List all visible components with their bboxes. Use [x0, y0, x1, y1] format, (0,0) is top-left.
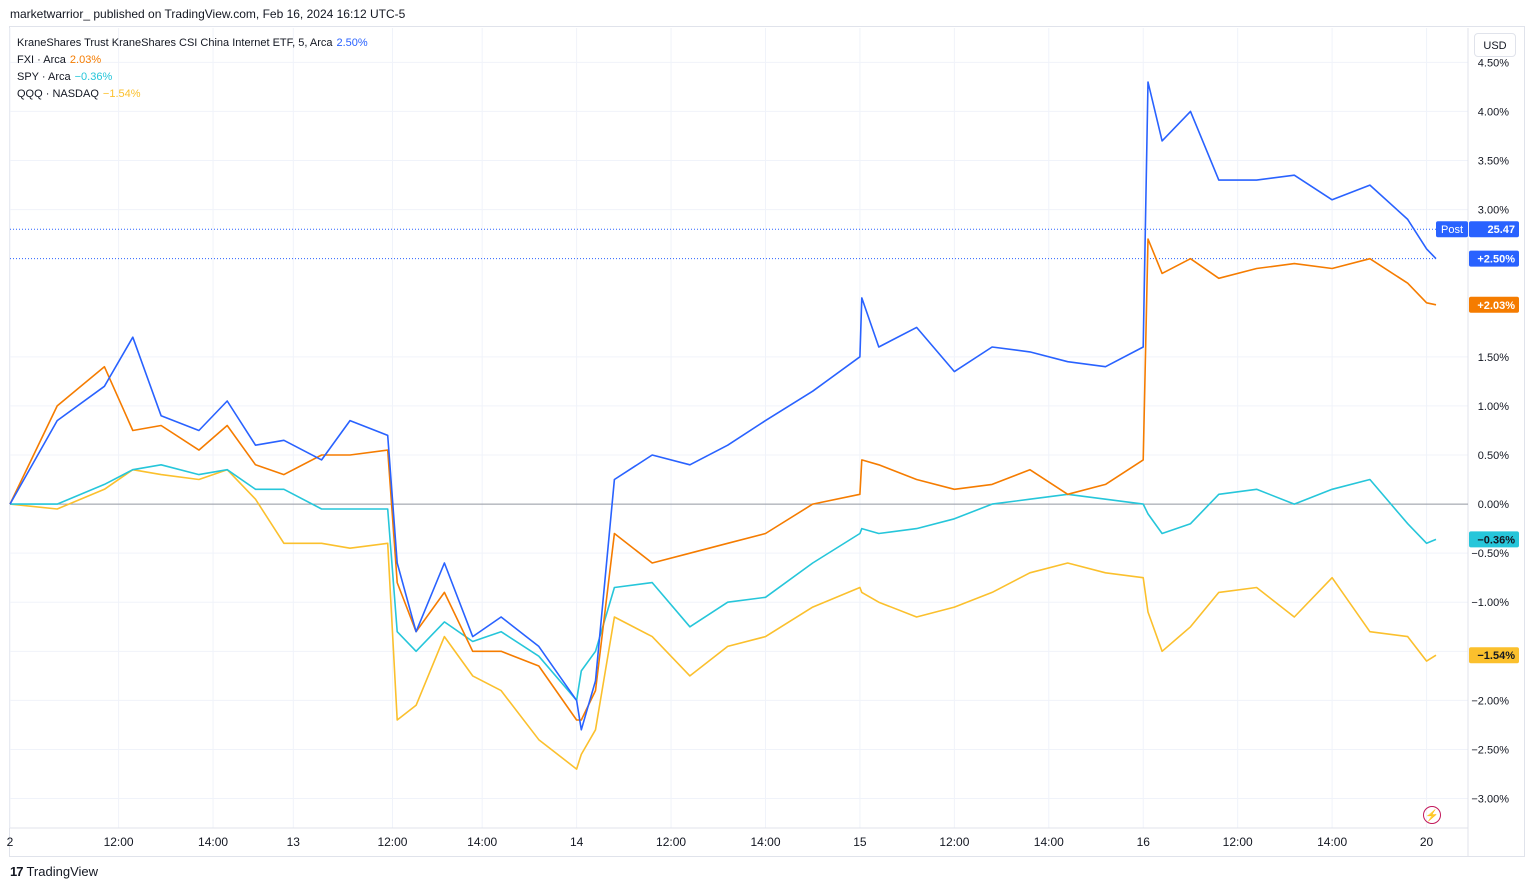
legend-name: KraneShares Trust KraneShares CSI China …	[17, 37, 333, 49]
x-tick-label: 14:00	[198, 835, 228, 849]
legend-row-kweb[interactable]: KraneShares Trust KraneShares CSI China …	[17, 35, 368, 52]
y-tick-label: 4.50%	[1478, 57, 1509, 69]
fxi-badge: +2.03%	[1469, 296, 1519, 313]
currency-button[interactable]: USD	[1474, 33, 1516, 57]
post-label: Post	[1441, 224, 1463, 236]
qqq-badge: −1.54%	[1469, 647, 1519, 664]
x-tick-label: 14	[570, 835, 584, 849]
y-tick-label: 1.50%	[1478, 352, 1509, 364]
x-tick-label: 15	[853, 835, 867, 849]
post-value-badge-text: 25.47	[1487, 224, 1515, 236]
x-tick-label: 12:00	[104, 835, 134, 849]
y-tick-label: −1.00%	[1471, 597, 1509, 609]
flash-icon[interactable]: ⚡	[1423, 806, 1441, 824]
x-tick-label: 13	[287, 835, 301, 849]
legend-name: FXI · Arca	[17, 54, 66, 66]
y-tick-label: −0.50%	[1471, 548, 1509, 560]
x-tick-label: 12:00	[377, 835, 407, 849]
legend-value: −0.36%	[74, 71, 113, 83]
series-line-qqq	[9, 468, 1437, 770]
legend-value: −1.54%	[102, 88, 141, 100]
kweb-badge: +2.50%	[1469, 250, 1519, 267]
legend-value: 2.50%	[336, 37, 368, 49]
legend-value: 2.03%	[69, 54, 102, 66]
series-line-spy	[10, 464, 1437, 702]
x-tick-label: 14:00	[1034, 835, 1064, 849]
x-tick-label: 14:00	[750, 835, 780, 849]
y-tick-label: 1.00%	[1478, 401, 1509, 413]
post-value-badge: 25.47	[1469, 221, 1519, 238]
x-tick-label: 2	[7, 835, 14, 849]
series-line-fxi	[9, 238, 1437, 721]
x-tick-label: 14:00	[467, 835, 497, 849]
kweb-badge-text: +2.50%	[1477, 254, 1515, 266]
footer-brand[interactable]: TradingView	[26, 864, 99, 879]
publish-header: marketwarrior_ published on TradingView.…	[10, 7, 406, 21]
y-tick-label: 0.00%	[1478, 499, 1509, 511]
x-tick-label: 12:00	[1223, 835, 1253, 849]
fxi-badge-bg	[1469, 296, 1519, 313]
legend-row-qqq[interactable]: QQQ · NASDAQ −1.54%	[17, 86, 368, 103]
tradingview-logo-icon[interactable]: 17	[10, 864, 24, 879]
kweb-badge-bg	[1469, 250, 1519, 267]
qqq-badge-bg	[1469, 647, 1519, 664]
y-tick-label: −3.00%	[1471, 794, 1509, 806]
y-tick-label: 4.00%	[1478, 106, 1509, 118]
legend-row-spy[interactable]: SPY · Arca −0.36%	[17, 69, 368, 86]
legend-name: SPY · Arca	[17, 71, 71, 83]
y-tick-label: 0.50%	[1478, 450, 1509, 462]
series-line-kraneshares	[9, 81, 1437, 731]
x-tick-label: 14:00	[1317, 835, 1347, 849]
post-value-badge-bg	[1469, 221, 1519, 238]
legend-row-fxi[interactable]: FXI · Arca 2.03%	[17, 52, 368, 69]
fxi-badge-text: +2.03%	[1477, 300, 1515, 312]
qqq-badge-text: −1.54%	[1477, 650, 1515, 662]
legend: KraneShares Trust KraneShares CSI China …	[17, 35, 368, 103]
y-tick-label: 3.50%	[1478, 156, 1509, 168]
spy-badge: −0.36%	[1469, 531, 1519, 548]
x-tick-label: 12:00	[656, 835, 686, 849]
spy-badge-text: −0.36%	[1477, 534, 1515, 546]
x-tick-label: 16	[1137, 835, 1151, 849]
x-tick-label: 20	[1420, 835, 1434, 849]
y-tick-label: −2.00%	[1471, 695, 1509, 707]
post-label-bg	[1436, 221, 1468, 238]
y-tick-label: −2.50%	[1471, 744, 1509, 756]
spy-badge-bg	[1469, 531, 1519, 548]
legend-name: QQQ · NASDAQ	[17, 88, 99, 100]
footer: 17 TradingView	[10, 864, 98, 879]
y-tick-label: 3.00%	[1478, 205, 1509, 217]
x-tick-label: 12:00	[939, 835, 969, 849]
